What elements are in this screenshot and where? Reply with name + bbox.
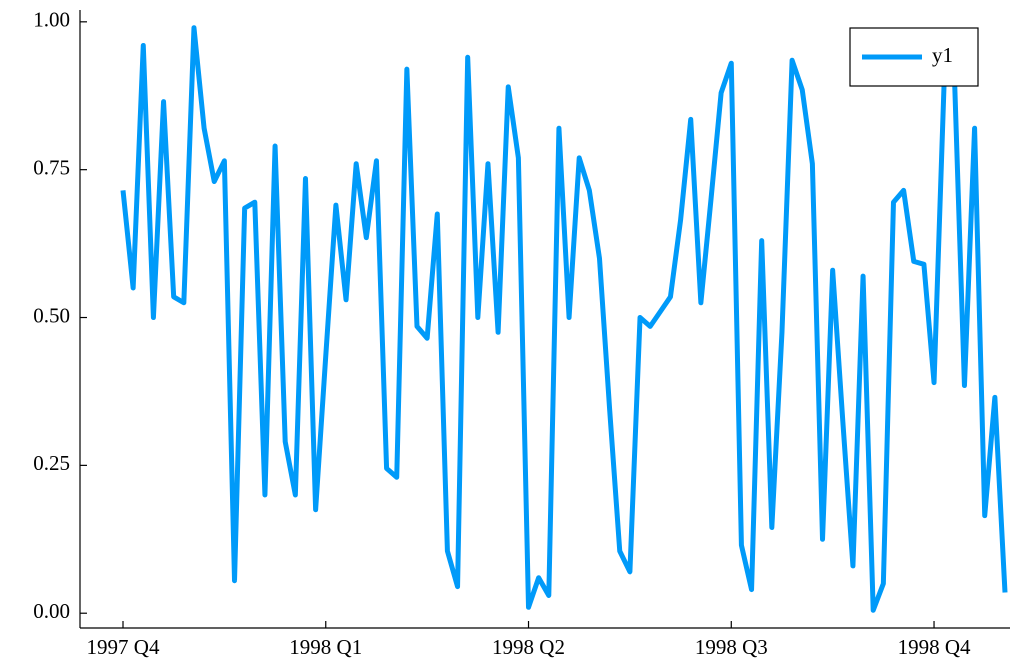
line-series [120,25,1008,613]
x-tick-label: 1998 Q4 [898,635,971,659]
legend-label: y1 [932,43,953,67]
x-tick-label: 1997 Q4 [87,635,160,659]
y-tick-label: 0.50 [33,303,70,327]
x-tick-label: 1998 Q1 [289,635,362,659]
legend: y1 [849,27,979,87]
y-tick-label: 0.75 [33,155,70,179]
x-tick-label: 1998 Q2 [492,635,565,659]
y-tick-label: 0.25 [33,451,70,475]
y-tick-label: 0.00 [33,599,70,623]
y-tick-label: 1.00 [33,8,70,32]
x-tick-label: 1998 Q3 [695,635,768,659]
